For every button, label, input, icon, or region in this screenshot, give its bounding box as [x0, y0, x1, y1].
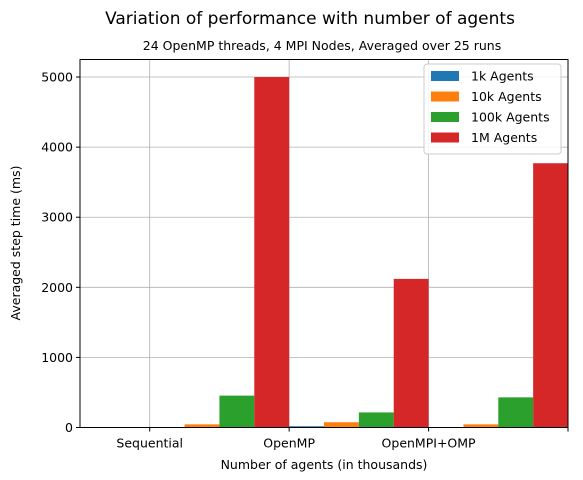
- legend-label: 100k Agents: [471, 110, 550, 125]
- bar: [359, 412, 394, 427]
- y-tick-label: 3000: [41, 210, 73, 225]
- y-tick-label: 1000: [41, 350, 73, 365]
- x-tick-label: Sequential: [116, 436, 183, 451]
- chart-subtitle: 24 OpenMP threads, 4 MPI Nodes, Averaged…: [143, 38, 501, 53]
- legend-label: 10k Agents: [471, 89, 542, 104]
- y-tick-label: 0: [65, 420, 73, 435]
- bar: [498, 397, 533, 427]
- legend-swatch: [431, 112, 459, 122]
- chart-title: Variation of performance with number of …: [105, 9, 515, 29]
- legend-label: 1k Agents: [471, 69, 534, 84]
- legend-swatch: [431, 133, 459, 143]
- bar: [533, 163, 568, 427]
- legend-swatch: [431, 71, 459, 81]
- x-tick-label: OpenMPI+OMP: [382, 436, 476, 451]
- y-tick-label: 5000: [41, 70, 73, 85]
- y-axis-ticks: 0 1000 2000 3000 4000 5000: [41, 70, 80, 435]
- legend-label: 1M Agents: [471, 130, 537, 145]
- bar: [219, 396, 254, 428]
- x-tick-label: OpenMP: [263, 436, 315, 451]
- x-axis-ticks: Sequential OpenMP OpenMPI+OMP: [116, 428, 568, 451]
- legend-swatch: [431, 92, 459, 102]
- x-axis-label: Number of agents (in thousands): [221, 457, 428, 472]
- bar: [254, 77, 289, 427]
- bar: [394, 279, 429, 428]
- bar: [324, 422, 359, 427]
- legend: 1k Agents 10k Agents 100k Agents 1M Agents: [424, 64, 561, 154]
- y-axis-label: Averaged step time (ms): [8, 166, 23, 321]
- y-tick-label: 2000: [41, 280, 73, 295]
- y-tick-label: 4000: [41, 140, 73, 155]
